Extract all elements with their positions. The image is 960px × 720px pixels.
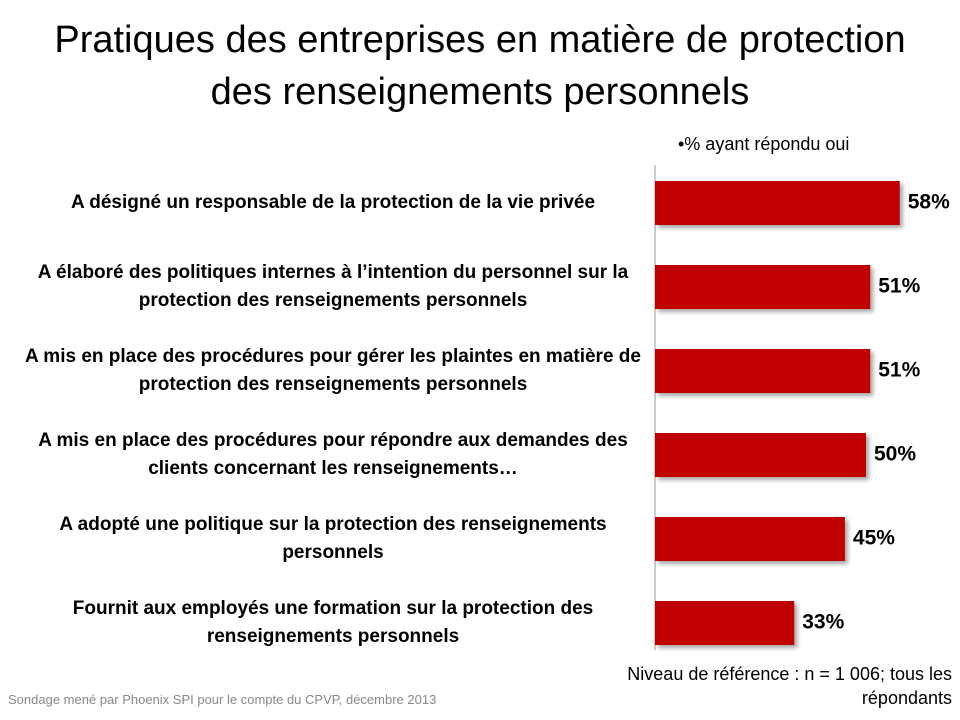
category-label: A mis en place des procédures pour gérer… xyxy=(25,346,641,395)
legend-note: •% ayant répondu oui xyxy=(678,134,850,154)
bar xyxy=(655,349,871,393)
bar xyxy=(655,433,866,477)
bar xyxy=(655,181,900,225)
value-label: 58% xyxy=(908,191,950,214)
category-label: A mis en place des procédures pour répon… xyxy=(38,430,628,479)
category-label: A désigné un responsable de la protectio… xyxy=(70,192,596,213)
source: Sondage mené par Phoenix SPI pour le com… xyxy=(8,692,437,707)
value-label: 51% xyxy=(878,275,920,298)
bar xyxy=(655,265,871,309)
bar xyxy=(655,517,845,561)
bar xyxy=(655,601,795,645)
value-label: 50% xyxy=(874,443,916,466)
category-label: A élaboré des politiques internes à l’in… xyxy=(37,262,629,311)
category-label: Fournit aux employés une formation sur l… xyxy=(72,598,594,647)
value-label: 45% xyxy=(853,527,895,550)
chart-title: Pratiques des entreprises en matière de … xyxy=(54,19,906,113)
category-label: A adopté une politique sur la protection… xyxy=(59,514,607,563)
base-note: Niveau de référence : n = 1 006; tous le… xyxy=(627,664,952,708)
value-label: 51% xyxy=(878,359,920,382)
value-label: 33% xyxy=(802,611,844,634)
